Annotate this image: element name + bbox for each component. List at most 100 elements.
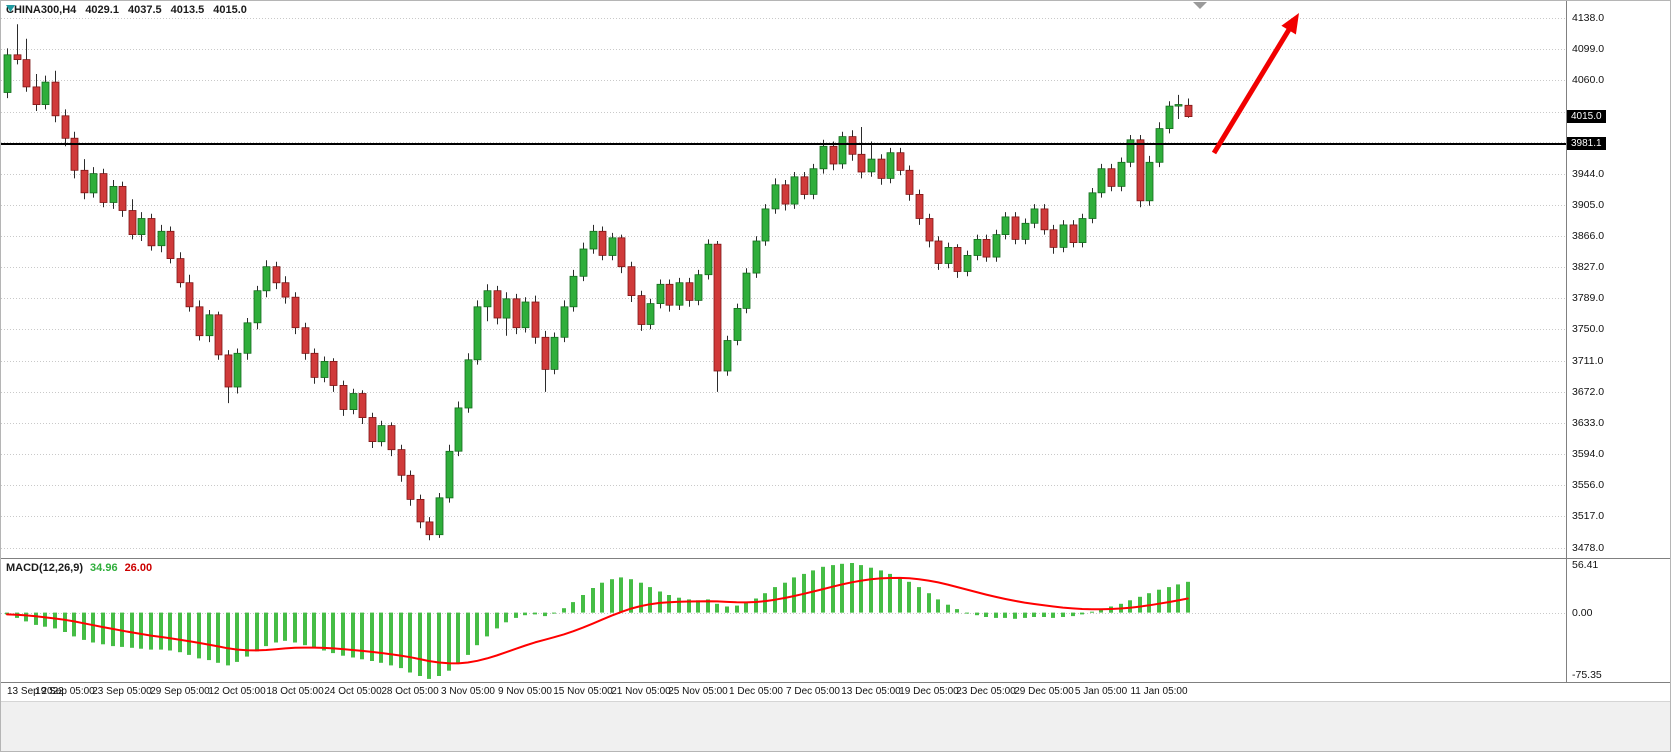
macd-histogram-bar (197, 612, 201, 659)
time-axis-separator (1, 682, 1670, 683)
macd-histogram-bar (754, 598, 758, 613)
axis-separator (1566, 1, 1567, 683)
macd-histogram-bar (831, 565, 835, 613)
candle (435, 497, 444, 536)
macd-histogram-bar (543, 612, 547, 617)
candle (1069, 224, 1078, 243)
candle (646, 303, 655, 325)
candle (963, 254, 972, 272)
macd-name: MACD(12,26,9) (6, 562, 84, 574)
candle (329, 360, 338, 386)
macd-value-axis[interactable]: 56.41 0.00 -75.35 (1567, 559, 1670, 683)
candle (1155, 128, 1164, 163)
candle (195, 306, 204, 337)
candle (1011, 216, 1020, 240)
macd-histogram-bar (792, 577, 796, 613)
macd-histogram-bar (850, 563, 854, 613)
candle (521, 301, 530, 329)
candle (512, 298, 521, 329)
macd-histogram-bar (91, 612, 95, 643)
candle (224, 354, 233, 388)
macd-histogram-bar (53, 612, 57, 629)
candle (157, 230, 166, 247)
macd-histogram-bar (888, 573, 892, 613)
macd-histogram-bar (437, 612, 441, 676)
macd-histogram-bar (1186, 581, 1190, 613)
pane-separator[interactable] (1, 558, 1670, 559)
macd-histogram-bar (667, 595, 671, 613)
symbol-label: CHINA300,H4 (6, 4, 77, 16)
up-arrow-annotation[interactable] (1211, 13, 1299, 155)
candle (1165, 105, 1174, 129)
candle (214, 314, 223, 356)
time-axis[interactable]: 13 Sep 2022 19 Sep 05:00 23 Sep 05:00 29 Se… (1, 683, 1670, 701)
macd-histogram-bar (216, 612, 220, 663)
candle (368, 417, 377, 443)
price-axis-label: 3827.0 (1572, 261, 1605, 273)
candle (41, 81, 50, 105)
candle (733, 307, 742, 341)
candle (176, 258, 185, 284)
candle (1184, 104, 1193, 118)
macd-histogram-bar (178, 612, 182, 653)
candle (185, 282, 194, 308)
window-background (1, 701, 1670, 751)
candle (685, 282, 694, 301)
macd-histogram-bar (139, 612, 143, 649)
candle (771, 184, 780, 210)
time-axis-label: 1 Dec 05:00 (729, 686, 783, 697)
candle (704, 243, 713, 276)
candle (1040, 208, 1049, 231)
candle (89, 173, 98, 194)
macd-histogram-bar (552, 612, 556, 614)
candle (541, 336, 550, 370)
current-price-badge: 4015.0 (1567, 110, 1606, 123)
candle (992, 234, 1001, 258)
candle (128, 210, 137, 236)
time-axis-label: 11 Jan 05:00 (1130, 686, 1188, 697)
symbol-marker-icon (6, 5, 15, 12)
macd-histogram-bar (235, 612, 239, 662)
ohlc-close: 4015.0 (213, 4, 247, 16)
macd-histogram-bar (504, 612, 508, 623)
macd-histogram-bar (1128, 600, 1132, 613)
candle (1174, 104, 1183, 107)
macd-histogram-bar (226, 612, 230, 666)
chart-shift-marker-icon[interactable] (1193, 2, 1207, 9)
macd-histogram-bar (975, 612, 979, 616)
time-axis-label: 9 Nov 05:00 (498, 686, 552, 697)
candle (1117, 161, 1126, 187)
macd-indicator-pane[interactable]: MACD(12,26,9) 34.96 26.00 (1, 559, 1566, 682)
macd-indicator-label: MACD(12,26,9) 34.96 26.00 (6, 562, 152, 574)
candle (1049, 229, 1058, 248)
macd-histogram-bar (159, 612, 163, 650)
candle (848, 136, 857, 155)
time-axis-label: 29 Sep 05:00 (150, 686, 210, 697)
macd-histogram-bar (1176, 584, 1180, 613)
time-axis-label: 25 Nov 05:00 (668, 686, 728, 697)
candle (320, 360, 329, 378)
candle (281, 282, 290, 298)
candle (32, 86, 41, 106)
candle (1145, 161, 1154, 202)
macd-histogram-bar (207, 612, 211, 661)
macd-histogram-bar (312, 612, 316, 648)
macd-axis-label: 56.41 (1572, 559, 1599, 571)
price-chart-pane[interactable]: CHINA300,H4 4029.1 4037.5 4013.5 4015.0 (1, 1, 1566, 558)
candle (867, 158, 876, 173)
macd-histogram-bar (610, 579, 614, 613)
macd-histogram-bar (43, 612, 47, 627)
macd-histogram-bar (955, 609, 959, 613)
price-axis-label: 3594.0 (1572, 448, 1605, 460)
macd-histogram-bar (418, 612, 422, 676)
candle (425, 521, 434, 536)
macd-histogram-bar (984, 612, 988, 617)
macd-histogram-bar (360, 612, 364, 660)
price-axis-label: 3866.0 (1572, 230, 1605, 242)
candle (905, 169, 914, 195)
candle (358, 393, 367, 419)
candle (598, 230, 607, 256)
candle (752, 240, 761, 274)
candle (675, 282, 684, 306)
candle (589, 230, 598, 250)
